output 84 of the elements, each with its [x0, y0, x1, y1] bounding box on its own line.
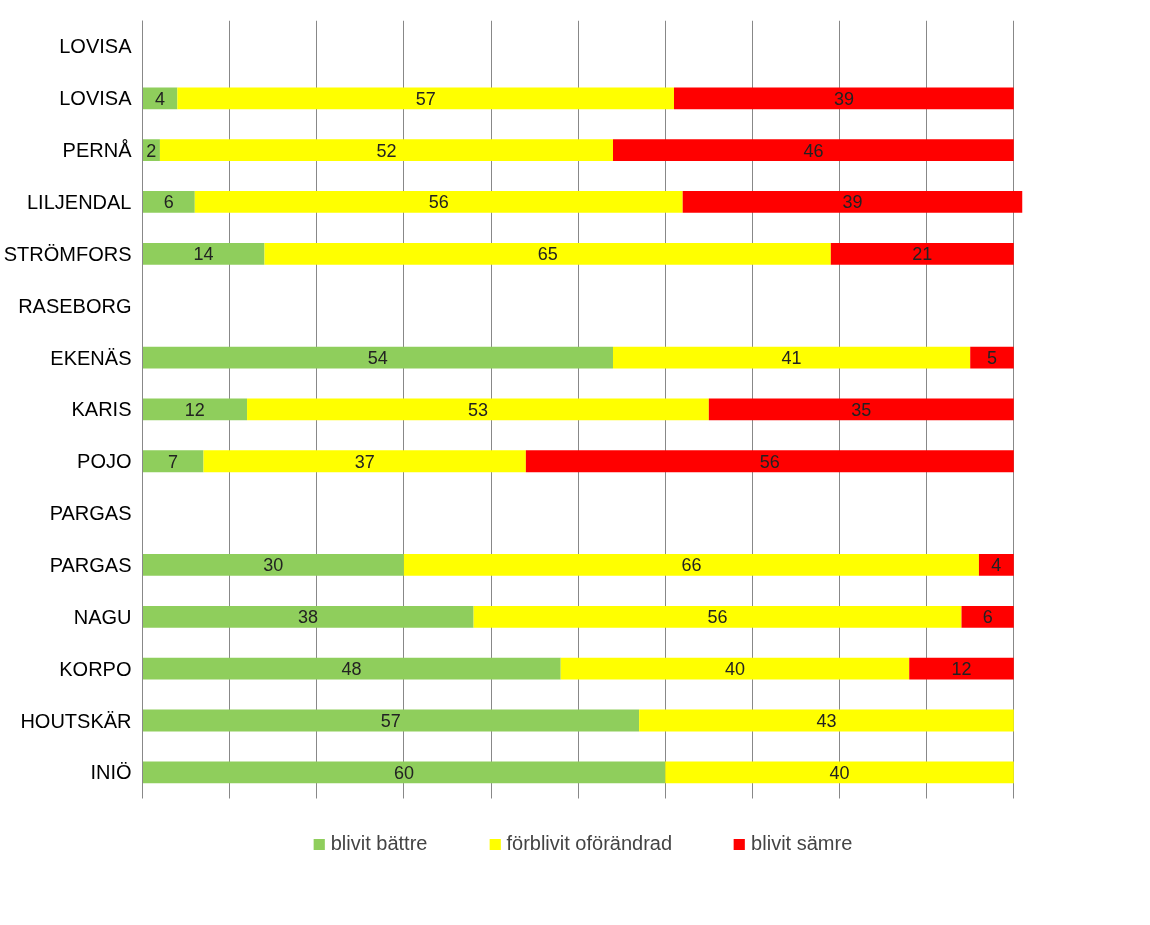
- y-tick-label: KORPO: [59, 657, 132, 680]
- data-label: 40: [724, 659, 745, 680]
- bar: [682, 191, 1023, 213]
- bar: [665, 761, 1014, 784]
- data-label: 46: [803, 140, 824, 161]
- data-label: 2: [146, 140, 157, 161]
- data-label: 30: [263, 555, 284, 576]
- bar: [142, 761, 666, 784]
- bar: [613, 346, 971, 369]
- data-label: 12: [951, 659, 972, 680]
- data-label: 57: [380, 711, 401, 731]
- data-label: 43: [816, 711, 837, 731]
- data-label: 56: [428, 192, 449, 213]
- data-label: 37: [354, 451, 375, 472]
- bar: [639, 709, 1014, 732]
- bar: [473, 605, 962, 628]
- bar: [403, 554, 979, 576]
- data-label: 66: [681, 555, 702, 576]
- data-label: 7: [167, 451, 179, 472]
- data-label: 60: [393, 762, 414, 783]
- data-label: 6: [163, 192, 174, 213]
- bar: [177, 87, 674, 110]
- data-label: 39: [833, 88, 854, 109]
- legend-label: blivit bättre: [330, 832, 428, 855]
- y-tick-label: PERNÅ: [62, 139, 133, 162]
- bar: [909, 657, 1014, 680]
- y-tick-label: KARIS: [71, 398, 132, 421]
- data-label: 57: [415, 88, 436, 109]
- bar: [194, 191, 683, 213]
- bar: [142, 242, 265, 265]
- data-label: 54: [367, 348, 388, 369]
- data-label: 52: [376, 140, 397, 161]
- data-label: 65: [537, 244, 558, 265]
- data-label: 38: [298, 607, 319, 628]
- bar: [142, 709, 640, 732]
- bar: [961, 605, 1014, 628]
- data-label: 35: [851, 399, 872, 420]
- bar: [142, 450, 204, 473]
- data-label: 4: [154, 88, 165, 109]
- data-label: 6: [982, 607, 993, 628]
- data-label: 41: [781, 348, 802, 369]
- data-label: 14: [193, 244, 214, 265]
- y-tick-label: POJO: [77, 450, 132, 473]
- data-label: 21: [912, 244, 933, 265]
- bar: [613, 139, 1014, 162]
- bar: [560, 657, 910, 680]
- bar: [247, 398, 709, 421]
- y-tick-label: PARGAS: [49, 502, 132, 525]
- y-tick-label: HOUTSKÄR: [20, 709, 132, 732]
- bar: [142, 398, 248, 421]
- y-tick-label: NAGU: [73, 605, 132, 628]
- y-tick-label: EKENÄS: [50, 346, 132, 369]
- data-label: 48: [341, 659, 362, 680]
- data-label: 53: [467, 399, 488, 420]
- y-tick-label: LOVISA: [59, 35, 133, 58]
- bar: [673, 87, 1014, 110]
- y-tick-label: LILJENDAL: [27, 190, 132, 213]
- bar: [142, 657, 561, 680]
- bar: [203, 450, 526, 473]
- bar: [159, 139, 613, 162]
- y-tick-label: STRÖMFORS: [3, 242, 132, 265]
- bar: [830, 242, 1014, 265]
- bar: [142, 191, 195, 213]
- y-tick-label: LOVISA: [59, 87, 133, 110]
- data-label: 39: [842, 192, 863, 213]
- bar: [142, 605, 474, 628]
- data-label: 40: [829, 762, 850, 783]
- data-label: 4: [991, 555, 1002, 576]
- data-label: 56: [759, 451, 780, 472]
- bar: [978, 554, 1014, 576]
- bar: [142, 554, 404, 576]
- y-tick-label: PARGAS: [49, 553, 132, 576]
- bar: [142, 87, 178, 110]
- legend-label: förblivit oförändrad: [506, 832, 673, 855]
- y-tick-label: INIÖ: [90, 761, 132, 784]
- y-tick-label: RASEBORG: [18, 294, 132, 317]
- data-label: 12: [184, 399, 205, 420]
- bar: [264, 242, 831, 265]
- bar: [525, 450, 1014, 473]
- legend-label: blivit sämre: [751, 832, 853, 855]
- data-label: 5: [987, 348, 998, 369]
- bar: [142, 346, 613, 369]
- bar: [708, 398, 1014, 421]
- data-label: 56: [707, 607, 728, 628]
